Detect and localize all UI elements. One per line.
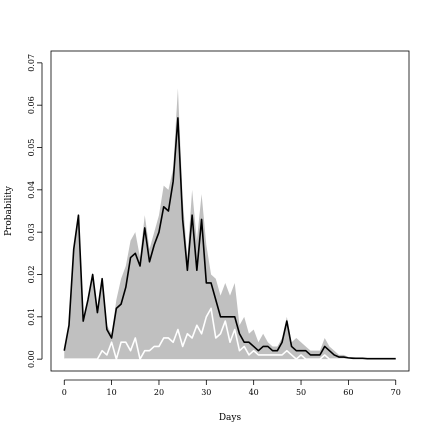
- x-tick-label: 40: [249, 388, 259, 397]
- x-tick-label: 60: [343, 388, 353, 397]
- y-tick-label: 0.02: [27, 266, 36, 284]
- x-tick-label: 30: [201, 388, 211, 397]
- y-axis-title: Probability: [4, 185, 14, 236]
- x-tick-label: 10: [107, 388, 117, 397]
- x-tick-label: 20: [154, 388, 164, 397]
- probability-band: [64, 88, 396, 360]
- y-tick-label: 0.00: [27, 350, 36, 368]
- y-axis: 0.00 0.01 0.02 0.03 0.04 0.05 0.06 0.07: [27, 54, 43, 368]
- black-series-line: [63, 117, 396, 360]
- x-axis: 0 10 20 30 40 50 60 70: [62, 379, 401, 397]
- x-tick-label: 70: [391, 388, 401, 397]
- x-tick-label: 0: [62, 388, 67, 397]
- y-tick-label: 0.03: [27, 223, 36, 241]
- x-axis-title: Days: [219, 413, 242, 423]
- y-tick-label: 0.04: [27, 181, 36, 199]
- white-series-line: [64, 307, 396, 360]
- x-tick-label: 50: [296, 388, 306, 397]
- y-tick-label: 0.06: [27, 96, 36, 114]
- plot-frame: [50, 50, 410, 372]
- y-tick-label: 0.07: [27, 54, 36, 72]
- y-tick-label: 0.01: [27, 308, 36, 326]
- plot-area: [63, 88, 396, 360]
- y-tick-label: 0.05: [27, 139, 36, 157]
